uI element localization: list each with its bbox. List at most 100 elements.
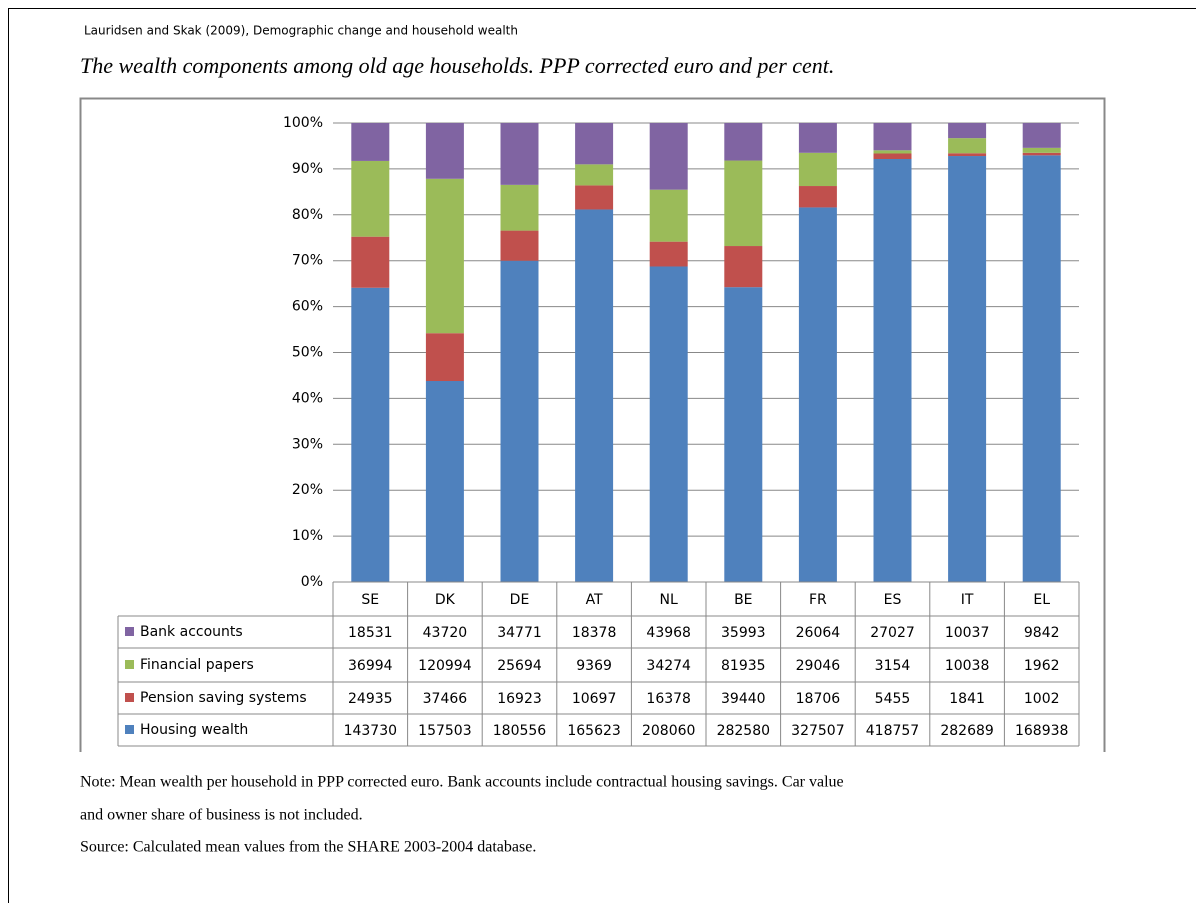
x-tick-label: NL <box>660 592 678 608</box>
bar-segment <box>351 287 390 582</box>
table-value: 3154 <box>875 658 911 674</box>
y-tick-label: 70% <box>292 253 323 269</box>
bar-segment <box>948 123 987 139</box>
legend-label: Bank accounts <box>140 624 243 640</box>
x-tick-label: IT <box>961 592 974 608</box>
legend-label: Housing wealth <box>140 722 248 738</box>
table-value: 43720 <box>423 625 468 641</box>
bar-segment <box>500 123 539 185</box>
bar-segment <box>798 186 837 208</box>
y-tick-label: 100% <box>283 115 323 131</box>
table-value: 18378 <box>572 625 617 641</box>
y-tick-label: 80% <box>292 207 323 223</box>
legend-label: Financial papers <box>140 657 254 673</box>
legend-swatch <box>125 660 134 669</box>
x-tick-label: BE <box>734 592 752 608</box>
bar-segment <box>873 123 912 151</box>
table-value: 18706 <box>796 691 841 707</box>
note: and owner share of business is not inclu… <box>80 807 363 824</box>
table-value: 1841 <box>949 691 985 707</box>
bar-segment <box>425 333 464 382</box>
bar-segment <box>425 178 464 334</box>
table-value: 24935 <box>348 691 393 707</box>
table-value: 120994 <box>418 658 472 674</box>
bar-segment <box>351 160 390 237</box>
table-value: 39440 <box>721 691 766 707</box>
bar-segment <box>948 153 987 157</box>
bar-segment <box>1022 152 1061 156</box>
y-tick-label: 20% <box>292 482 323 498</box>
bar-segment <box>351 236 390 288</box>
bar-segment <box>575 123 614 165</box>
table-value: 327507 <box>791 723 844 739</box>
table-value: 9369 <box>576 658 612 674</box>
bar-segment <box>873 153 912 159</box>
bar-segment <box>575 164 614 186</box>
bar-segment <box>575 209 614 583</box>
bar-segment <box>873 150 912 154</box>
bar-segment <box>649 123 688 190</box>
note: Note: Mean wealth per household in PPP c… <box>80 774 844 791</box>
y-tick-label: 40% <box>292 390 323 406</box>
y-tick-label: 50% <box>292 345 323 361</box>
table-value: 35993 <box>721 625 766 641</box>
x-tick-label: FR <box>809 592 827 608</box>
chart-title: The wealth components among old age hous… <box>80 53 834 78</box>
bar-segment <box>798 123 837 153</box>
table-value: 26064 <box>796 625 841 641</box>
bar-segment <box>500 260 539 582</box>
bar-segment <box>724 246 763 288</box>
x-tick-label: DE <box>510 592 530 608</box>
bar-segment <box>425 381 464 582</box>
bar-segment <box>500 184 539 231</box>
table-value: 34274 <box>646 658 691 674</box>
x-tick-label: ES <box>884 592 902 608</box>
table-value: 43968 <box>646 625 691 641</box>
table-value: 1002 <box>1024 691 1060 707</box>
y-tick-label: 60% <box>292 299 323 315</box>
bar-segment <box>948 138 987 154</box>
table-value: 165623 <box>567 723 620 739</box>
table-value: 168938 <box>1015 723 1068 739</box>
bar-segment <box>649 241 688 267</box>
bar-segment <box>649 266 688 582</box>
table-value: 27027 <box>870 625 915 641</box>
table-value: 5455 <box>875 691 911 707</box>
table-value: 9842 <box>1024 625 1060 641</box>
legend-swatch <box>125 627 134 636</box>
bar-segment <box>500 230 539 261</box>
y-tick-label: 10% <box>292 528 323 544</box>
header: Lauridsen and Skak (2009), Demographic c… <box>84 24 518 38</box>
table-value: 10037 <box>945 625 990 641</box>
table-value: 10038 <box>945 658 990 674</box>
table-value: 10697 <box>572 691 617 707</box>
table-value: 1962 <box>1024 658 1060 674</box>
table-value: 418757 <box>866 723 919 739</box>
table-value: 16923 <box>497 691 542 707</box>
chart-frame <box>79 97 1106 752</box>
bar-segment <box>1022 123 1061 148</box>
y-tick-label: 30% <box>292 436 323 452</box>
table-value: 282689 <box>940 723 993 739</box>
x-tick-label: SE <box>361 592 379 608</box>
legend-swatch <box>125 693 134 702</box>
table-value: 29046 <box>796 658 841 674</box>
x-tick-label: AT <box>586 592 603 608</box>
x-tick-label: EL <box>1033 592 1050 608</box>
legend-label: Pension saving systems <box>140 690 307 706</box>
bar-segment <box>1022 155 1061 582</box>
table-value: 16378 <box>646 691 691 707</box>
table-value: 282580 <box>717 723 770 739</box>
table-value: 25694 <box>497 658 542 674</box>
bar-segment <box>724 287 763 582</box>
y-tick-label: 90% <box>292 161 323 177</box>
bar-segment <box>724 160 763 247</box>
bar-segment <box>649 189 688 242</box>
bar-segment <box>948 156 987 583</box>
bar-segment <box>575 185 614 210</box>
legend-swatch <box>125 725 134 734</box>
bar-segment <box>425 123 464 179</box>
table-value: 180556 <box>493 723 547 739</box>
note: Source: Calculated mean values from the … <box>80 839 536 856</box>
